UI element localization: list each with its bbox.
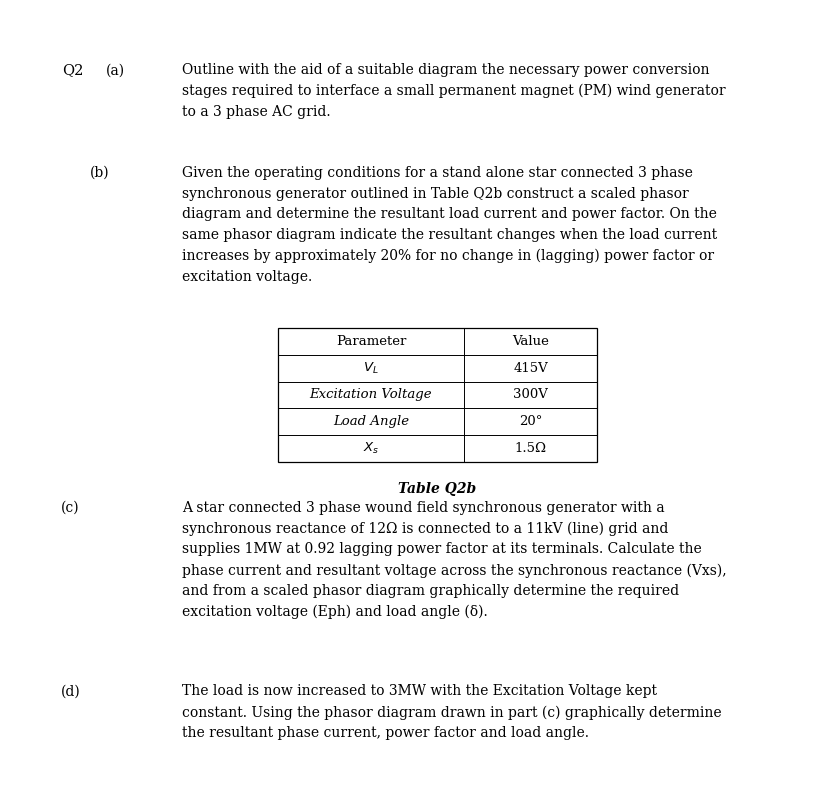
Text: Given the operating conditions for a stand alone star connected 3 phase
synchron: Given the operating conditions for a sta…	[182, 166, 717, 284]
Text: The load is now increased to 3MW with the Excitation Voltage kept
constant. Usin: The load is now increased to 3MW with th…	[182, 684, 721, 740]
Text: (b): (b)	[89, 166, 109, 180]
Text: 20°: 20°	[518, 415, 542, 428]
Text: 415V: 415V	[513, 361, 547, 375]
Text: (d): (d)	[60, 684, 80, 698]
Text: 300V: 300V	[513, 388, 547, 402]
Text: $X_s$: $X_s$	[363, 441, 378, 456]
Text: (a): (a)	[106, 63, 125, 77]
Text: Parameter: Parameter	[335, 335, 406, 348]
Text: Value: Value	[512, 335, 548, 348]
Text: Table Q2b: Table Q2b	[397, 482, 476, 496]
Bar	[277, 328, 596, 462]
Text: (c): (c)	[60, 501, 79, 514]
Text: Excitation Voltage: Excitation Voltage	[310, 388, 431, 402]
Text: $V_L$: $V_L$	[363, 360, 378, 376]
Text: A star connected 3 phase wound field synchronous generator with a
synchronous re: A star connected 3 phase wound field syn…	[182, 501, 726, 620]
Text: 1.5Ω: 1.5Ω	[514, 441, 546, 455]
Text: Load Angle: Load Angle	[333, 415, 408, 428]
Text: Outline with the aid of a suitable diagram the necessary power conversion
stages: Outline with the aid of a suitable diagr…	[182, 63, 725, 119]
Text: Q2: Q2	[62, 63, 84, 77]
